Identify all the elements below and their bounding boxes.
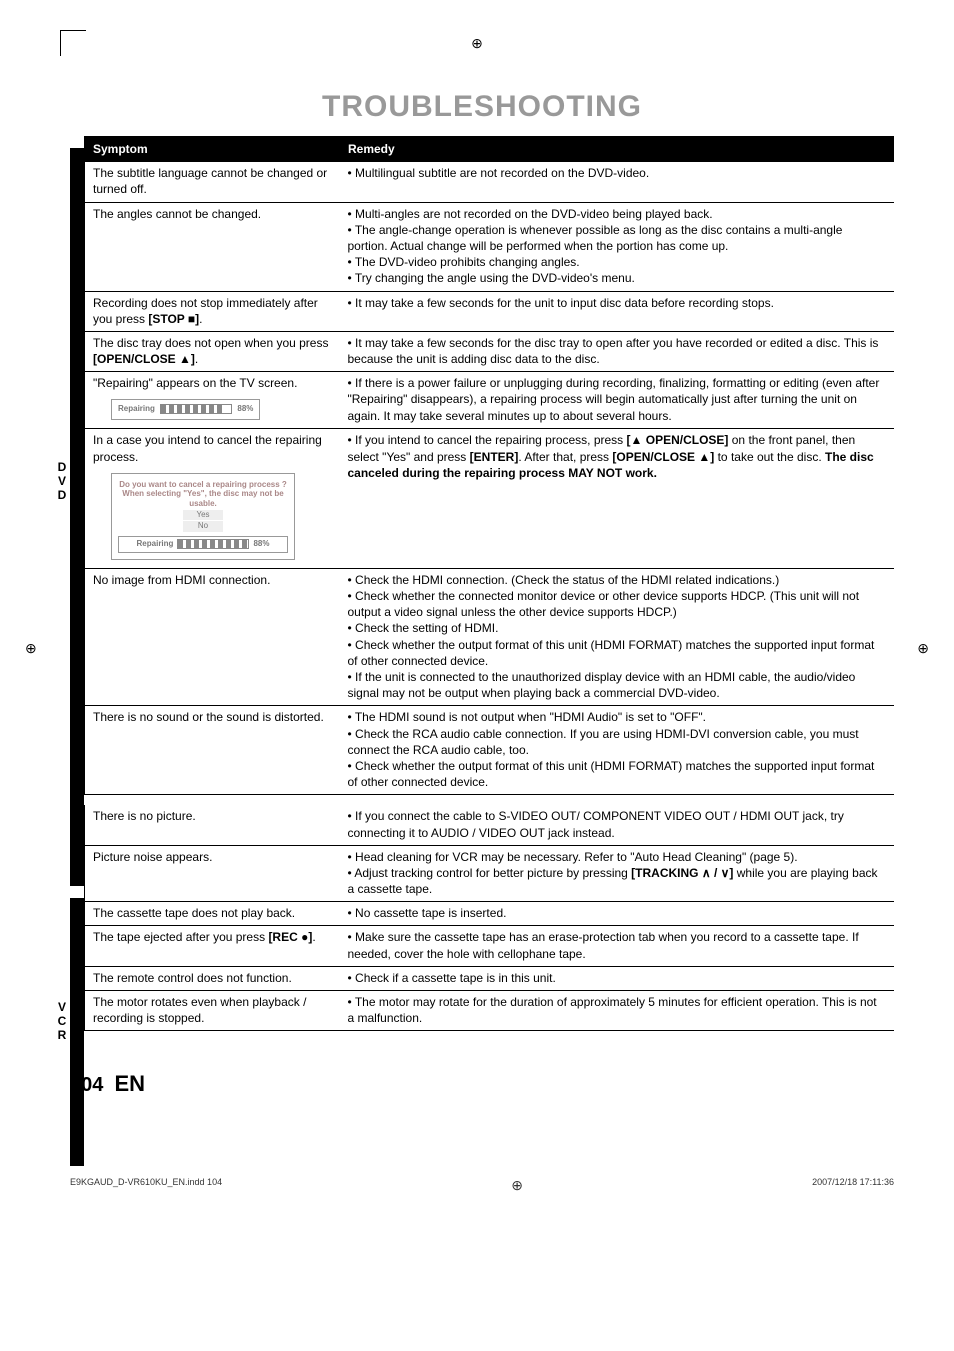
col-remedy: Remedy: [340, 137, 894, 162]
indesign-filename: E9KGAUD_D-VR610KU_EN.indd 104: [70, 1177, 222, 1194]
table-row: The motor rotates even when playback / r…: [85, 991, 894, 1031]
remedy-cell: • Head cleaning for VCR may be necessary…: [340, 845, 894, 902]
page-number: 104 EN: [70, 1071, 894, 1097]
symptom-cell: The tape ejected after you press [REC ●]…: [85, 926, 340, 966]
section-label-dvd: DVD: [56, 460, 68, 502]
remedy-cell: • Check the HDMI connection. (Check the …: [340, 568, 894, 706]
symptom-cell: In a case you intend to cancel the repai…: [85, 429, 340, 569]
table-row: In a case you intend to cancel the repai…: [85, 429, 894, 569]
remedy-cell: • If you connect the cable to S-VIDEO OU…: [340, 805, 894, 845]
print-footer: E9KGAUD_D-VR610KU_EN.indd 104 ⊕ 2007/12/…: [70, 1177, 894, 1194]
symptom-cell: The subtitle language cannot be changed …: [85, 162, 340, 202]
table-row: The tape ejected after you press [REC ●]…: [85, 926, 894, 966]
repairing-widget: Repairing 88%: [111, 399, 260, 420]
symptom-cell: Recording does not stop immediately afte…: [85, 291, 340, 331]
table-row: The remote control does not function. • …: [85, 966, 894, 990]
remedy-cell: • If there is a power failure or unplugg…: [340, 372, 894, 429]
section-label-vcr: VCR: [56, 1000, 68, 1042]
print-timestamp: 2007/12/18 17:11:36: [812, 1177, 894, 1194]
table-row: The angles cannot be changed. • Multi-an…: [85, 202, 894, 291]
symptom-cell: The remote control does not function.: [85, 966, 340, 990]
remedy-cell: • It may take a few seconds for the disc…: [340, 331, 894, 371]
remedy-cell: • Multi-angles are not recorded on the D…: [340, 202, 894, 291]
symptom-cell: "Repairing" appears on the TV screen. Re…: [85, 372, 340, 429]
section-rail-vcr: [70, 898, 84, 1166]
remedy-cell: • The HDMI sound is not output when "HDM…: [340, 706, 894, 795]
symptom-cell: Picture noise appears.: [85, 845, 340, 902]
remedy-cell: • It may take a few seconds for the unit…: [340, 291, 894, 331]
symptom-cell: The disc tray does not open when you pre…: [85, 331, 340, 371]
registration-mark-top: ⊕: [471, 35, 483, 52]
remedy-cell: • The motor may rotate for the duration …: [340, 991, 894, 1031]
remedy-cell: • Make sure the cassette tape has an era…: [340, 926, 894, 966]
symptom-cell: There is no sound or the sound is distor…: [85, 706, 340, 795]
cancel-repair-widget: Do you want to cancel a repairing proces…: [111, 473, 295, 560]
remedy-cell: • If you intend to cancel the repairing …: [340, 429, 894, 569]
table-row: There is no sound or the sound is distor…: [85, 706, 894, 795]
remedy-cell: • Check if a cassette tape is in this un…: [340, 966, 894, 990]
registration-mark-right: ⊕: [917, 640, 929, 657]
progress-bar-icon: [160, 404, 232, 414]
crop-mark: [60, 30, 86, 56]
table-row: There is no picture. • If you connect th…: [85, 805, 894, 845]
progress-bar-icon: [177, 539, 249, 549]
table-row: The cassette tape does not play back. • …: [85, 902, 894, 926]
page-title: TROUBLESHOOTING: [70, 90, 894, 124]
col-symptom: Symptom: [85, 137, 340, 162]
symptom-cell: The cassette tape does not play back.: [85, 902, 340, 926]
registration-mark-left: ⊕: [25, 640, 37, 657]
table-row: Picture noise appears. • Head cleaning f…: [85, 845, 894, 902]
symptom-cell: No image from HDMI connection.: [85, 568, 340, 706]
table-row: "Repairing" appears on the TV screen. Re…: [85, 372, 894, 429]
table-row: No image from HDMI connection. • Check t…: [85, 568, 894, 706]
table-row: The subtitle language cannot be changed …: [85, 162, 894, 202]
table-row: Recording does not stop immediately afte…: [85, 291, 894, 331]
symptom-cell: The angles cannot be changed.: [85, 202, 340, 291]
remedy-cell: • Multilingual subtitle are not recorded…: [340, 162, 894, 202]
remedy-cell: • No cassette tape is inserted.: [340, 902, 894, 926]
symptom-cell: There is no picture.: [85, 805, 340, 845]
table-row: The disc tray does not open when you pre…: [85, 331, 894, 371]
section-rail-dvd: [70, 148, 84, 886]
registration-mark-bottom: ⊕: [222, 1177, 812, 1194]
symptom-cell: The motor rotates even when playback / r…: [85, 991, 340, 1031]
troubleshooting-table: Symptom Remedy The subtitle language can…: [84, 136, 894, 1031]
